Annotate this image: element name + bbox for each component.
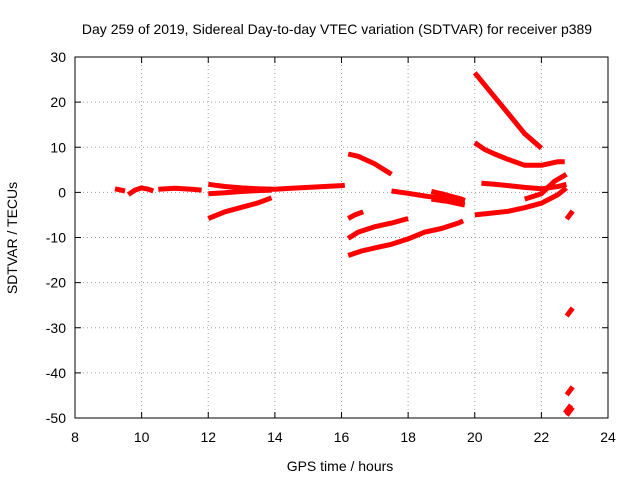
series-track-9 (346, 216, 409, 241)
series-track-6 (207, 195, 273, 221)
series-track-1 (114, 186, 126, 194)
x-tick-label: 16 (334, 429, 350, 445)
y-axis-label: SDTVAR / TECUs (4, 182, 20, 294)
series-track-15 (473, 140, 565, 168)
series-track-17 (474, 185, 568, 218)
isolated-point-4 (563, 403, 574, 415)
y-tick-label: 0 (58, 184, 66, 200)
y-tick-label: 20 (50, 94, 66, 110)
series-track-4 (207, 181, 346, 192)
x-tick-label: 20 (467, 429, 483, 445)
series-track-10 (347, 218, 465, 258)
isolated-point-2 (564, 306, 575, 318)
series-track-3 (158, 185, 202, 193)
series-track-14 (472, 71, 544, 151)
x-tick-label: 8 (71, 429, 79, 445)
grid (75, 57, 608, 418)
x-tick-label: 10 (134, 429, 150, 445)
y-tick-label: -50 (46, 410, 66, 426)
y-tick-labels: -50 -40 -30 -20 -10 0 10 20 30 (46, 49, 66, 426)
x-tick-labels: 8 10 12 14 16 18 20 22 24 (71, 429, 616, 445)
isolated-point-5 (564, 405, 575, 417)
isolated-points (563, 209, 575, 417)
plot-frame (74, 56, 609, 419)
data-series (114, 71, 568, 258)
x-tick-label: 18 (400, 429, 416, 445)
isolated-point-3 (564, 385, 575, 397)
series-track-7 (347, 151, 393, 177)
series-track-2 (126, 185, 155, 197)
chart-title: Day 259 of 2019, Sidereal Day-to-day VTE… (82, 21, 592, 37)
series-track-18 (523, 172, 568, 202)
x-tick-label: 24 (600, 429, 616, 445)
series-track-5 (208, 187, 272, 197)
series-track-12 (430, 189, 466, 203)
y-tick-label: -20 (46, 275, 66, 291)
x-tick-label: 14 (267, 429, 283, 445)
y-tick-label: -10 (46, 230, 66, 246)
series-track-8 (347, 209, 365, 221)
x-tick-label: 22 (534, 429, 550, 445)
isolated-point-1 (564, 209, 575, 221)
y-tick-label: 30 (50, 49, 66, 65)
y-tick-label: -30 (46, 320, 66, 336)
series-track-13 (431, 196, 466, 208)
y-tick-label: 10 (50, 139, 66, 155)
series-track-16 (481, 180, 568, 192)
x-axis-label: GPS time / hours (287, 458, 394, 474)
x-tick-label: 12 (200, 429, 216, 445)
y-tick-label: -40 (46, 365, 66, 381)
